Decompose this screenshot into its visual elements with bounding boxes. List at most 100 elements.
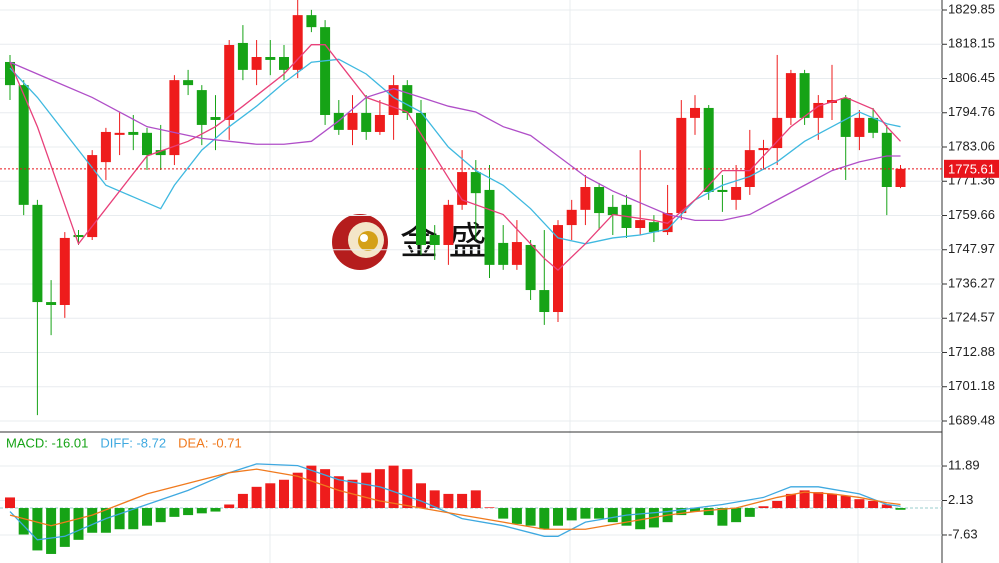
candle-body [539, 290, 550, 313]
macd-bar [279, 479, 289, 509]
macd-bar [46, 508, 57, 554]
y-tick-label: 1712.88 [948, 344, 995, 359]
y-tick-label: -7.63 [948, 526, 978, 541]
macd-bar [251, 486, 262, 509]
macd-bar [785, 493, 796, 509]
candle-body [690, 107, 700, 118]
logo [332, 214, 388, 270]
macd-bar [59, 508, 70, 547]
macd-bar [224, 504, 235, 509]
y-tick-label: 1794.76 [948, 104, 995, 119]
candle-body [87, 155, 98, 238]
macd-bar [87, 508, 98, 533]
candle-body [155, 150, 166, 156]
candle-body [361, 112, 372, 132]
candle-body [32, 204, 43, 303]
macd-bar [333, 476, 344, 509]
macd-bar [566, 508, 577, 521]
macd-bar [717, 508, 728, 526]
candle-body [292, 15, 303, 70]
macd-bar [553, 508, 563, 526]
macd-bar [484, 507, 495, 509]
macd-bar [32, 508, 43, 551]
candle-body [854, 117, 865, 137]
macd-bar [690, 508, 700, 512]
macd-bar [580, 508, 591, 519]
y-tick-label: 1689.48 [948, 412, 995, 427]
macd-bar [676, 508, 687, 516]
candle-body [648, 222, 659, 233]
macd-bar [758, 506, 769, 509]
candle-body [594, 186, 605, 214]
current-price-label: 1775.61 [948, 161, 995, 176]
candle-body [18, 85, 29, 205]
candle-body [46, 302, 57, 305]
moving-average-line [9, 58, 901, 245]
macd-bar [813, 492, 824, 509]
candle-body [443, 204, 454, 245]
y-tick-label: 2.13 [948, 492, 973, 507]
macd-bar [416, 483, 426, 509]
candle-body [142, 132, 152, 156]
candle-body [470, 172, 481, 194]
macd-bar [292, 472, 303, 509]
macd-bar [621, 508, 632, 526]
macd-bar [114, 508, 125, 530]
y-tick-label: 1818.15 [948, 36, 995, 51]
candle-body [799, 73, 810, 118]
candle-body [676, 117, 687, 214]
macd-bar [854, 499, 865, 509]
y-tick-label: 1783.06 [948, 138, 995, 153]
candle-body [881, 132, 892, 187]
macd-bar [169, 508, 180, 517]
macd-bar [320, 469, 331, 509]
macd-bar [210, 508, 221, 512]
dea-line [9, 468, 901, 530]
candle-body [237, 42, 248, 70]
candle-body [374, 114, 385, 132]
macd-bar [155, 508, 166, 523]
moving-average-line [9, 61, 901, 222]
candle-body [635, 220, 646, 228]
macd-bar [402, 469, 413, 509]
macd-bar [142, 508, 152, 526]
candle-body [100, 131, 111, 163]
candle-body [306, 15, 317, 28]
macd-bar [772, 500, 783, 509]
candle-body [607, 206, 618, 216]
macd-bar [237, 493, 248, 509]
candle-body [279, 57, 289, 70]
macd-bar [457, 493, 468, 509]
candle-body [785, 73, 796, 118]
candle-body [265, 57, 276, 60]
macd-bar [511, 508, 522, 524]
candle-body [731, 186, 742, 200]
y-tick-label: 1829.85 [948, 1, 995, 16]
candle-body [511, 242, 522, 265]
y-tick-label: 1759.66 [948, 207, 995, 222]
candle-body [580, 186, 591, 210]
macd-bar [429, 490, 440, 509]
y-tick-label: 1701.18 [948, 378, 995, 393]
macd-bar [306, 465, 317, 509]
macd-bar [539, 508, 550, 530]
macd-bar [840, 495, 851, 509]
candle-body [388, 85, 399, 115]
candle-body [429, 235, 440, 245]
candle-body [210, 117, 221, 120]
macd-bar [374, 469, 385, 509]
macd-bar [525, 508, 536, 526]
macd-bar [443, 493, 454, 509]
candle-body [868, 117, 879, 133]
macd-bar [388, 465, 399, 509]
y-tick-label: 1724.57 [948, 310, 995, 325]
macd-bar [868, 500, 879, 509]
candle-body [484, 189, 495, 265]
candle-body [59, 237, 70, 305]
candle-body [402, 85, 413, 113]
watermark: 金 盛 [400, 221, 487, 263]
candle-body [224, 45, 235, 120]
macd-bar [799, 490, 810, 509]
candle-body [813, 102, 824, 118]
